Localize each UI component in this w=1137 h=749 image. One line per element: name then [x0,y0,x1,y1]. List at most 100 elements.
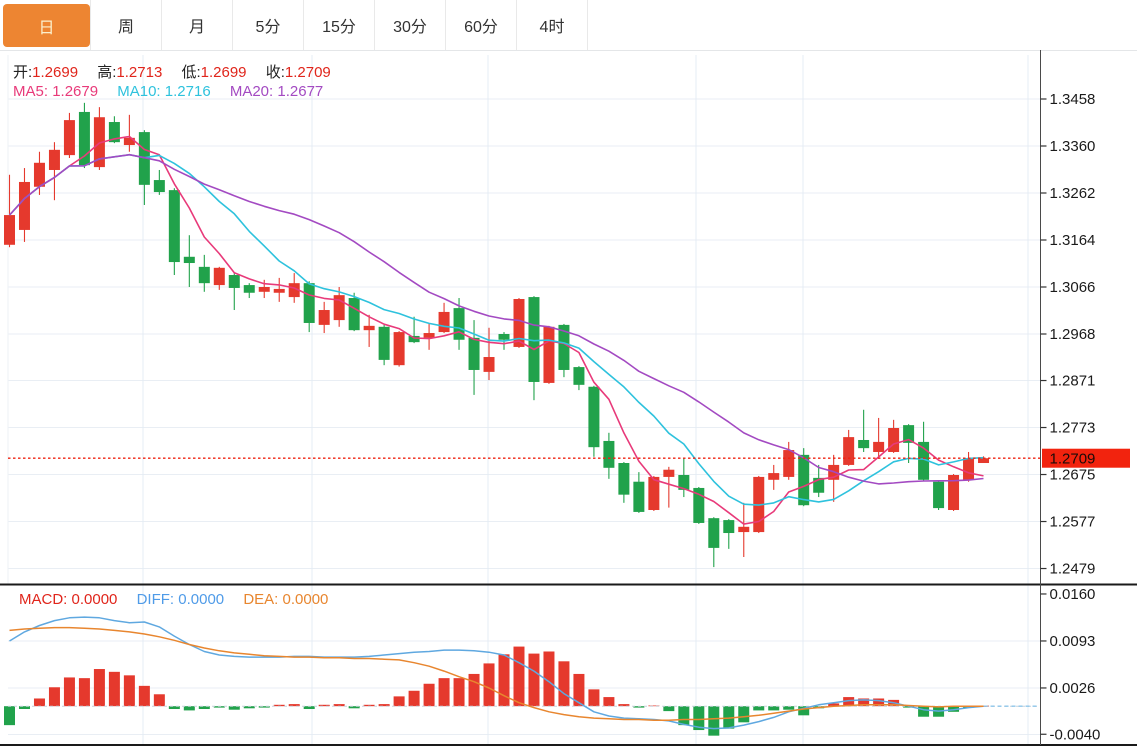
candle-up [948,475,960,511]
macd-bar-negative [663,706,675,712]
macd-bar-positive [153,694,165,707]
dea-value: 0.0000 [282,591,329,608]
candle-down [153,180,165,193]
price-axis-label: 1.3164 [1050,232,1096,249]
macd-bar-positive [408,690,420,707]
candle-up [963,458,975,480]
candle-up [48,149,60,170]
macd-bar-positive [843,697,855,707]
candle-down [858,439,870,449]
macd-axis-label: 0.0093 [1050,633,1096,650]
candle-down [378,326,390,360]
timeframe-tabbar: 日 周 月 5分 15分 30分 60分 4时 [0,0,1137,51]
candle-up [438,311,450,333]
ohlc-legend: 开:1.2699 高:1.2713 低:1.2699 收:1.2709 [13,61,346,82]
candle-up [738,526,750,533]
candle-down [168,190,180,263]
macd-bar-negative [228,706,240,710]
macd-bar-positive [543,651,555,707]
candle-up [123,137,135,146]
ma5-label: MA5: [13,83,49,100]
candle-up [273,288,285,293]
macd-legend: MACD: 0.0000 DIFF: 0.0000 DEA: 0.0000 [19,591,343,608]
macd-bar-positive [438,678,450,707]
tab-30min-label: 30分 [393,19,427,36]
tab-60min[interactable]: 60分 [446,0,517,50]
tab-5min-label: 5分 [255,19,281,36]
close-label: 收: [265,64,285,81]
macd-bar-negative [348,706,360,709]
macd-bar-negative [633,706,645,708]
candle-up [513,298,525,347]
diff-value: 0.0000 [178,591,225,608]
macd-bar-positive [333,704,345,707]
tab-4hour[interactable]: 4时 [517,0,588,50]
macd-axis-label: -0.0040 [1050,726,1101,743]
macd-bar-negative [753,706,765,711]
candle-up [783,450,795,477]
macd-bar-negative [183,706,195,711]
tab-week-label: 周 [117,19,134,36]
tab-15min[interactable]: 15分 [304,0,375,50]
candle-down [918,441,930,480]
macd-bar-positive [123,675,135,707]
current-price-tag-value: 1.2709 [1050,451,1096,468]
candle-up [423,333,435,338]
low-label: 低: [181,64,201,81]
macd-bar-negative [768,706,780,711]
diff-line [9,616,984,730]
tab-30min[interactable]: 30分 [375,0,446,50]
candle-up [318,310,330,325]
current-price-tag [1042,448,1130,468]
candle-down [588,386,600,448]
candle-up [258,287,270,292]
candle-down [678,475,690,490]
macd-bar-positive [498,654,510,707]
ma-legend: MA5: 1.2679 MA10: 1.2716 MA20: 1.2677 [13,83,338,100]
candle-up [18,181,30,230]
price-axis-label: 1.2968 [1050,326,1096,343]
macd-bar-positive [378,704,390,707]
macd-bar-negative [693,706,705,731]
macd-bar-positive [363,704,375,707]
high-label: 高: [97,64,117,81]
candle-down [408,335,420,343]
tab-week[interactable]: 周 [91,0,162,50]
macd-bar-negative [678,706,690,726]
ma20-label: MA20: [229,83,274,100]
candle-down [618,463,630,495]
price-axis-label: 1.3066 [1050,279,1096,296]
macd-bar-negative [258,706,270,708]
macd-bar-positive [588,689,600,707]
macd-bar-negative [4,706,15,726]
candle-up [768,473,780,480]
ma10-value: 1.2716 [164,83,211,100]
candle-down [573,367,585,385]
candle-up [63,120,75,156]
tab-month[interactable]: 月 [162,0,233,50]
candle-down [243,285,255,293]
candle-down [108,122,120,143]
macd-bar-positive [63,677,75,707]
macd-bar-positive [423,683,435,707]
macd-bar-positive [603,697,615,707]
macd-bar-positive [93,669,105,707]
ma20-value: 1.2677 [277,83,324,100]
macd-bar-positive [453,678,465,707]
candle-up [888,428,900,452]
macd-bar-negative [18,706,30,710]
macd-axis-label: 0.0026 [1050,680,1096,697]
dea-label: DEA: [243,591,279,608]
candle-down [723,520,735,534]
tab-day[interactable]: 日 [0,0,91,50]
macd-bar-negative [168,706,180,710]
candle-down [528,297,540,382]
macd-bar-positive [528,653,540,707]
high-value: 1.2713 [116,64,163,81]
macd-bar-positive [468,673,480,707]
candle-down [798,454,810,506]
candle-up [843,437,855,465]
tab-5min[interactable]: 5分 [233,0,304,50]
